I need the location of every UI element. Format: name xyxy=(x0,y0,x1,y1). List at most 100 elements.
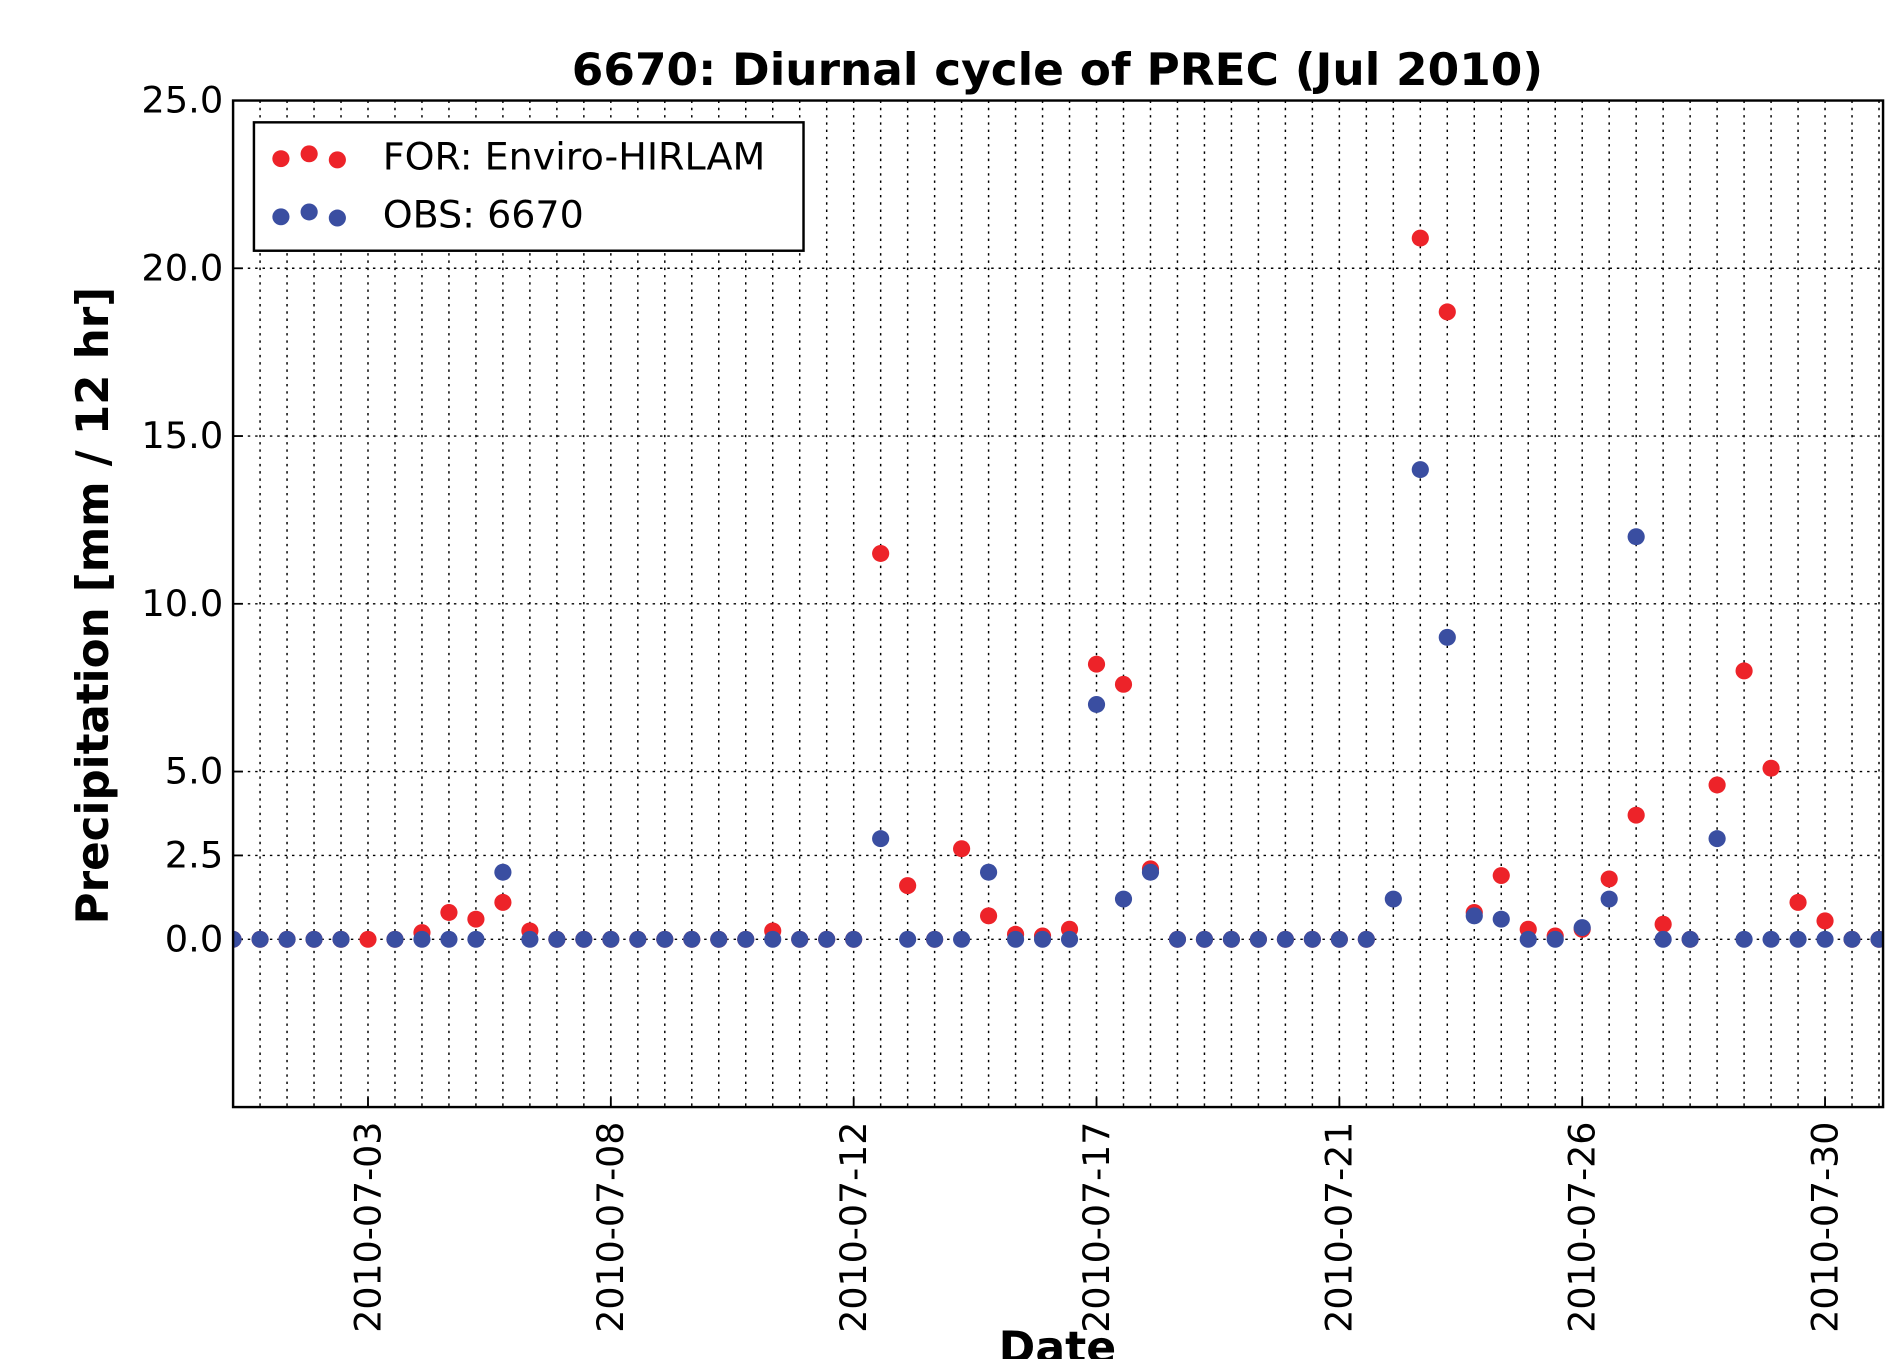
point xyxy=(467,910,485,928)
point xyxy=(494,863,512,881)
point xyxy=(1627,528,1645,546)
point xyxy=(413,930,431,948)
point xyxy=(1195,930,1214,948)
point xyxy=(872,544,890,562)
point xyxy=(710,930,728,948)
legend-marker xyxy=(272,150,290,168)
point xyxy=(926,930,944,948)
point xyxy=(1546,930,1564,948)
point xyxy=(980,907,998,925)
point xyxy=(1060,930,1079,948)
point xyxy=(737,930,755,948)
legend-marker xyxy=(300,145,318,163)
point xyxy=(1276,930,1294,948)
point xyxy=(1870,930,1884,948)
x-tick-label: 2010-07-08 xyxy=(589,1122,632,1333)
point xyxy=(440,930,458,948)
point xyxy=(1519,930,1537,948)
point xyxy=(1303,930,1321,948)
y-tick-label: 20.0 xyxy=(141,247,223,290)
point xyxy=(1762,930,1780,948)
point xyxy=(1492,867,1510,885)
point xyxy=(467,930,485,948)
point xyxy=(845,930,863,948)
y-tick-label: 15.0 xyxy=(141,414,223,457)
point xyxy=(1168,930,1187,948)
point xyxy=(1789,893,1807,911)
point xyxy=(1087,695,1106,713)
point xyxy=(1843,930,1861,948)
point xyxy=(1600,870,1618,888)
point xyxy=(602,930,620,948)
point xyxy=(764,930,782,948)
point xyxy=(1411,461,1429,479)
legend-box xyxy=(252,121,805,252)
point xyxy=(1654,930,1672,948)
point xyxy=(1735,662,1753,680)
point xyxy=(1654,915,1672,933)
point xyxy=(332,930,350,948)
x-tick-label: 2010-07-21 xyxy=(1317,1122,1360,1333)
chart-title: 6670: Diurnal cycle of PREC (Jul 2010) xyxy=(572,43,1543,96)
point xyxy=(305,930,323,948)
point xyxy=(629,930,647,948)
y-tick-label: 5.0 xyxy=(165,750,224,793)
point xyxy=(233,930,242,948)
point xyxy=(980,863,998,881)
point xyxy=(1600,890,1618,908)
point xyxy=(494,893,512,911)
point xyxy=(1762,759,1780,777)
point xyxy=(1249,930,1267,948)
point xyxy=(683,930,701,948)
y-tick-label: 0.0 xyxy=(165,918,224,961)
point xyxy=(1573,919,1591,937)
x-tick-label: 2010-07-03 xyxy=(346,1122,389,1333)
point xyxy=(1735,930,1753,948)
point xyxy=(521,930,539,948)
point xyxy=(1492,910,1510,928)
point xyxy=(1384,890,1402,908)
point xyxy=(1789,930,1807,948)
point xyxy=(1114,890,1133,908)
x-tick-label: 2010-07-26 xyxy=(1560,1122,1603,1333)
legend-label: FOR: Enviro-HIRLAM xyxy=(383,135,766,179)
y-axis-label: Precipitation [mm / 12 hr] xyxy=(68,287,119,925)
point xyxy=(1087,655,1106,673)
legend-marker xyxy=(272,208,290,226)
point xyxy=(1438,303,1456,321)
point xyxy=(1114,675,1133,693)
x-tick-label: 2010-07-30 xyxy=(1803,1122,1846,1333)
point xyxy=(1816,912,1834,930)
point xyxy=(1708,830,1726,848)
point xyxy=(953,840,971,858)
point xyxy=(1465,907,1483,925)
x-tick-label: 2010-07-12 xyxy=(832,1122,875,1333)
point xyxy=(1330,930,1348,948)
point xyxy=(872,830,890,848)
point xyxy=(386,930,404,948)
point xyxy=(575,930,593,948)
point xyxy=(440,903,458,921)
point xyxy=(656,930,674,948)
legend: FOR: Enviro-HIRLAM OBS: 6670 xyxy=(252,121,805,252)
point xyxy=(1006,930,1025,948)
point xyxy=(899,877,917,895)
legend-marker xyxy=(328,151,346,169)
point xyxy=(278,930,296,948)
point xyxy=(1141,863,1160,881)
y-tick-label: 25.0 xyxy=(141,79,223,122)
point xyxy=(1411,229,1429,247)
point xyxy=(953,930,971,948)
point xyxy=(1816,930,1834,948)
legend-marker xyxy=(328,209,346,227)
point xyxy=(1357,930,1375,948)
point xyxy=(1033,930,1052,948)
point xyxy=(359,930,377,948)
x-axis-label: Date xyxy=(999,1323,1117,1359)
point xyxy=(1438,628,1456,646)
plot-frame xyxy=(231,99,1885,1109)
y-tick-label: 2.5 xyxy=(165,834,224,877)
point xyxy=(251,930,269,948)
legend-label: OBS: 6670 xyxy=(383,193,584,237)
